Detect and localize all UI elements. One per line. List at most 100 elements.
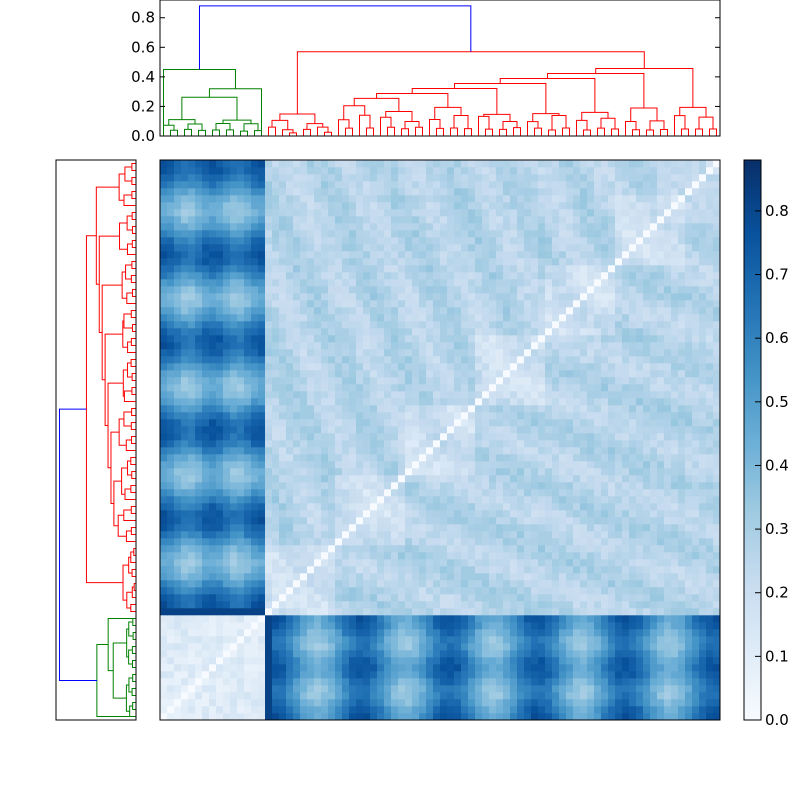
heatmap-cell <box>461 650 469 658</box>
heatmap-cell <box>517 370 525 378</box>
heatmap-cell <box>195 307 203 315</box>
heatmap-cell <box>692 636 700 644</box>
heatmap-cell <box>685 321 693 329</box>
heatmap-cell <box>384 314 392 322</box>
heatmap-cell <box>188 713 196 721</box>
heatmap-cell <box>517 314 525 322</box>
dendrogram-link <box>268 126 276 136</box>
heatmap-cell <box>559 377 567 385</box>
heatmap-cell <box>342 510 350 518</box>
heatmap-cell <box>517 405 525 413</box>
heatmap-cell <box>559 671 567 679</box>
heatmap-cell <box>237 307 245 315</box>
heatmap-cell <box>209 524 217 532</box>
heatmap-cell <box>650 503 658 511</box>
heatmap-cell <box>601 363 609 371</box>
heatmap-cell <box>650 517 658 525</box>
heatmap-cell <box>356 412 364 420</box>
heatmap-cell <box>349 650 357 658</box>
heatmap-cell <box>587 524 595 532</box>
heatmap-cell <box>454 405 462 413</box>
heatmap-cell <box>426 377 434 385</box>
dendrogram-link <box>317 126 329 136</box>
heatmap-cell <box>447 615 455 623</box>
heatmap-cell <box>202 622 210 630</box>
heatmap-cell <box>188 685 196 693</box>
heatmap-cell <box>349 405 357 413</box>
heatmap-cell <box>454 545 462 553</box>
heatmap-cell <box>195 475 203 483</box>
heatmap-cell <box>188 510 196 518</box>
heatmap-cell <box>167 699 175 707</box>
heatmap-cell <box>496 377 504 385</box>
heatmap-cell <box>636 363 644 371</box>
heatmap-cell <box>307 538 315 546</box>
heatmap-cell <box>531 475 539 483</box>
heatmap-cell <box>552 650 560 658</box>
heatmap-cell <box>685 601 693 609</box>
heatmap-cell <box>244 538 252 546</box>
heatmap-cell <box>419 559 427 567</box>
heatmap-cell <box>321 517 329 525</box>
heatmap-cell <box>531 447 539 455</box>
heatmap-cell <box>328 594 336 602</box>
heatmap-cell <box>349 454 357 462</box>
heatmap-cell <box>503 342 511 350</box>
heatmap-cell <box>440 524 448 532</box>
heatmap-cell <box>559 468 567 476</box>
heatmap-cell <box>636 447 644 455</box>
heatmap-cell <box>377 307 385 315</box>
heatmap-cell <box>559 538 567 546</box>
heatmap-cell <box>160 300 168 308</box>
heatmap-cell <box>328 531 336 539</box>
heatmap-cell <box>517 608 525 616</box>
heatmap-cell <box>608 398 616 406</box>
heatmap-cell <box>398 692 406 700</box>
heatmap-cell <box>608 664 616 672</box>
heatmap-cell <box>650 419 658 427</box>
heatmap-cell <box>384 657 392 665</box>
heatmap-cell <box>636 517 644 525</box>
heatmap-cell <box>510 314 518 322</box>
heatmap-cell <box>706 405 714 413</box>
heatmap-cell <box>657 328 665 336</box>
heatmap-cell <box>258 657 266 665</box>
heatmap-cell <box>286 496 294 504</box>
heatmap-cell <box>678 713 686 721</box>
heatmap-cell <box>293 664 301 672</box>
heatmap-cell <box>377 608 385 616</box>
heatmap-cell <box>538 510 546 518</box>
heatmap-cell <box>167 412 175 420</box>
heatmap-cell <box>279 349 287 357</box>
heatmap-cell <box>615 580 623 588</box>
heatmap-cell <box>258 496 266 504</box>
heatmap-cell <box>671 370 679 378</box>
heatmap-cell <box>643 545 651 553</box>
heatmap-cell <box>405 643 413 651</box>
heatmap-cell <box>706 342 714 350</box>
heatmap-cell <box>489 524 497 532</box>
heatmap-cell <box>622 566 630 574</box>
heatmap-cell <box>181 377 189 385</box>
heatmap-cell <box>706 650 714 658</box>
heatmap-cell <box>237 657 245 665</box>
heatmap-cell <box>181 566 189 574</box>
heatmap-cell <box>202 559 210 567</box>
heatmap-cell <box>286 461 294 469</box>
heatmap-cell <box>223 524 231 532</box>
heatmap-cell <box>174 433 182 441</box>
heatmap-cell <box>461 433 469 441</box>
heatmap-cell <box>433 713 441 721</box>
heatmap-cell <box>195 692 203 700</box>
heatmap-cell <box>216 706 224 714</box>
heatmap-cell <box>580 503 588 511</box>
heatmap-cell <box>321 699 329 707</box>
heatmap-cell <box>643 517 651 525</box>
heatmap-cell <box>573 370 581 378</box>
heatmap-cell <box>349 370 357 378</box>
heatmap-cell <box>650 510 658 518</box>
heatmap-cell <box>531 314 539 322</box>
heatmap-cell <box>657 650 665 658</box>
heatmap-cell <box>356 510 364 518</box>
heatmap-cell <box>643 580 651 588</box>
